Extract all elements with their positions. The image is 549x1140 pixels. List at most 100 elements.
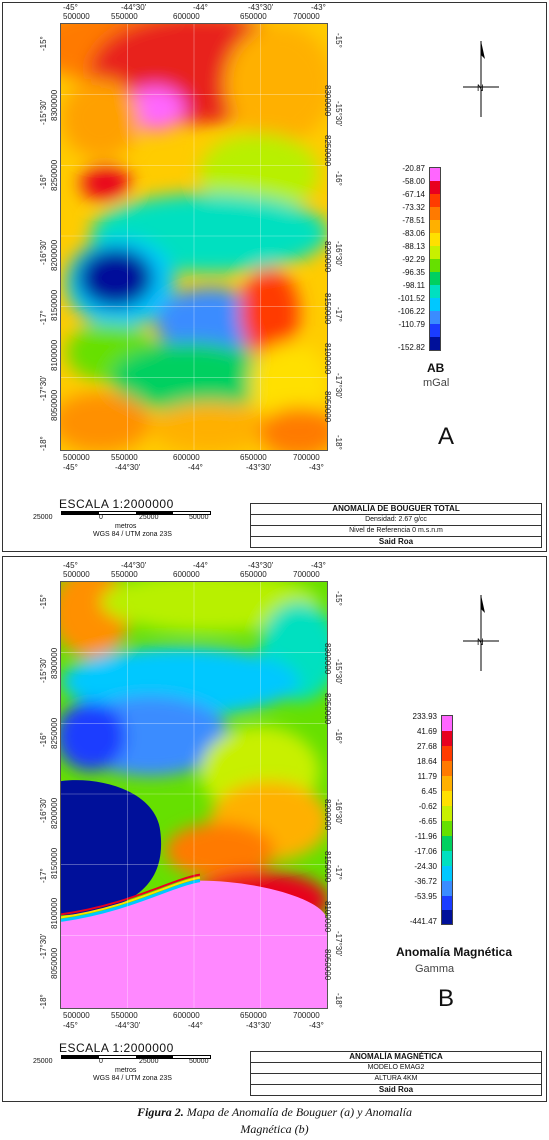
left-tick-deg: -15°30' [39,657,48,683]
right-tick-deg: -15°30' [334,101,343,127]
legend-unit: mGal [423,377,450,389]
right-tick-deg: -17° [334,865,343,880]
right-tick-deg: -16° [334,729,343,744]
north-arrow-icon: N [463,595,499,671]
legend-value: 6.45 [421,787,437,796]
legend-value: -441.47 [409,917,437,926]
bottom-tick-utm: 500000 [63,453,90,462]
right-tick-deg: -15° [334,33,343,48]
bottom-tick-utm: 550000 [111,1011,138,1020]
top-tick-deg: -44° [193,561,208,570]
bottom-tick-deg: -45° [63,463,78,472]
left-tick-deg: -15° [39,36,48,51]
scale-bar [61,1055,211,1059]
legend-title: Anomalía Magnética [396,945,513,959]
right-tick-utm: 8100000 [323,343,332,375]
right-tick-utm: 8250000 [323,693,332,725]
right-tick-deg: -18° [334,435,343,450]
panel-letter: B [438,985,455,1012]
bouguer-anomaly-raster [61,24,327,450]
left-tick-deg: -16°30' [39,239,48,265]
left-tick-utm: 8300000 [50,89,59,121]
legend-value: -11.96 [414,832,437,841]
top-tick-deg: -43° [311,561,326,570]
left-tick-deg: -17° [39,310,48,325]
scale-label: 25000 [139,1058,159,1065]
right-tick-deg: -15°30' [334,659,343,685]
scale-label: 25000 [33,1058,53,1065]
right-tick-utm: 8300000 [323,85,332,117]
svg-text:N: N [477,637,484,647]
left-tick-utm: 8250000 [50,717,59,749]
legend-value: -73.32 [402,203,425,212]
scale-label: 50000 [189,514,209,521]
panel-letter: A [438,423,455,450]
top-tick-deg: -44°30' [121,3,147,12]
scale-title: ESCALA 1:2000000 [59,497,174,511]
legend-value: 18.64 [416,757,437,766]
bottom-tick-deg: -43°30' [246,463,272,472]
right-tick-deg: -17°30' [334,931,343,957]
legend-value: -78.51 [402,216,425,225]
left-tick-deg: -15°30' [39,99,48,125]
legend-value: -96.35 [402,268,425,277]
left-tick-utm: 8300000 [50,647,59,679]
map-title-box: ANOMALÍA DE BOUGUER TOTAL Densidad: 2.67… [250,503,542,548]
legend-value: -58.00 [402,177,425,186]
right-tick-deg: -18° [334,993,343,1008]
legend-value: 11.79 [417,772,437,781]
left-tick-utm: 8150000 [50,847,59,879]
left-tick-utm: 8100000 [50,897,59,929]
map-author: Said Roa [378,537,414,546]
legend-value: -6.65 [418,817,437,826]
scale-unit: metros [115,1067,137,1074]
right-tick-utm: 8200000 [323,241,332,273]
top-tick-utm: 700000 [293,570,320,579]
right-tick-deg: -15° [334,591,343,606]
left-tick-deg: -15° [39,594,48,609]
left-tick-utm: 8100000 [50,339,59,371]
right-tick-utm: 8200000 [323,799,332,831]
top-tick-utm: 650000 [240,12,267,21]
scale-title: ESCALA 1:2000000 [59,1041,174,1055]
legend-value: -53.95 [414,892,437,901]
right-tick-deg: -16°30' [334,241,343,267]
legend-value: -152.82 [397,343,425,352]
legend-value: -106.22 [397,307,425,316]
right-tick-utm: 8050000 [323,949,332,981]
bottom-tick-utm: 600000 [173,1011,200,1020]
left-tick-utm: 8050000 [50,947,59,979]
bouguer-anomaly-map [60,23,328,451]
left-tick-deg: -16°30' [39,797,48,823]
scale-label: 50000 [189,1058,209,1065]
map-altitude: ALTURA 4KM [251,1074,541,1085]
legend-value: -88.13 [402,242,425,251]
left-tick-deg: -17°30' [39,933,48,959]
legend-value: -20.87 [402,164,425,173]
scale-label: 25000 [33,514,53,521]
right-tick-utm: 8150000 [323,293,332,325]
top-tick-utm: 550000 [111,12,138,21]
magnetic-anomaly-raster [61,582,327,1008]
scale-bar [61,511,211,515]
bottom-tick-utm: 650000 [240,453,267,462]
top-tick-utm: 600000 [173,570,200,579]
left-tick-deg: -16° [39,174,48,189]
right-tick-utm: 8150000 [323,851,332,883]
legend-value: 41.69 [416,727,437,736]
top-tick-deg: -44° [193,3,208,12]
left-tick-deg: -18° [39,436,48,451]
scale-label: 25000 [139,514,159,521]
bottom-tick-deg: -43° [309,463,324,472]
bottom-tick-utm: 600000 [173,453,200,462]
top-tick-utm: 650000 [240,570,267,579]
left-tick-deg: -18° [39,994,48,1009]
svg-text:N: N [477,83,484,93]
left-tick-utm: 8150000 [50,289,59,321]
top-tick-deg: -43°30' [248,3,274,12]
top-tick-deg: -45° [63,3,78,12]
bottom-tick-utm: 500000 [63,1011,90,1020]
map-author: Said Roa [378,1085,414,1094]
left-tick-deg: -17° [39,868,48,883]
legend-color-bar [429,167,441,351]
